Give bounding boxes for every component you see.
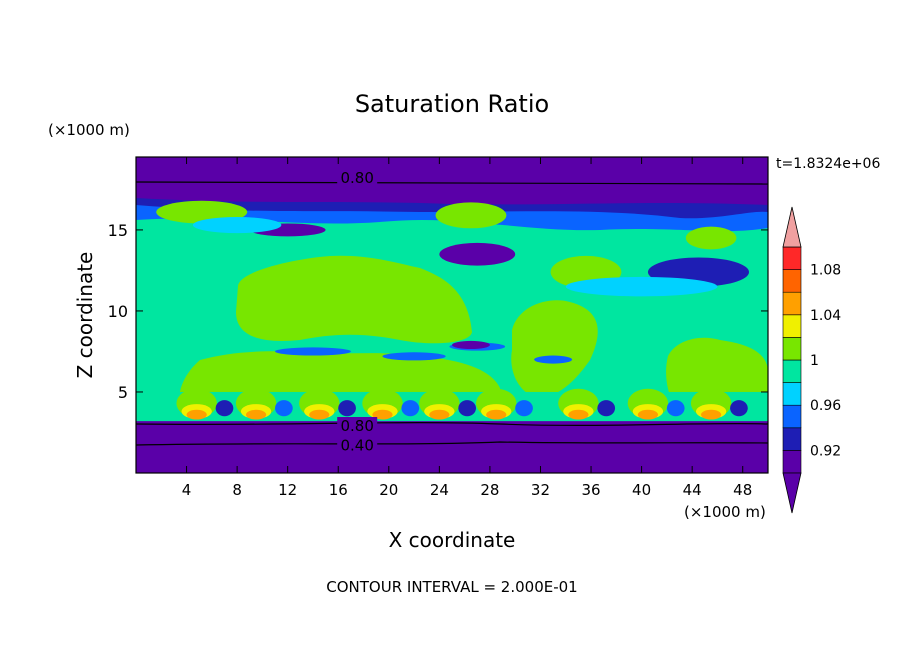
large-cloud-region	[236, 255, 472, 344]
colorbar-segment	[782, 382, 802, 406]
colorbar-label: 0.96	[810, 398, 841, 414]
y-units-label: (×1000 m)	[48, 121, 130, 139]
cloud-base-core	[186, 409, 207, 420]
moist-streak	[275, 347, 351, 356]
dry-filament	[338, 400, 356, 417]
cloud-region	[666, 337, 768, 408]
cloud-base-core	[568, 409, 589, 420]
moist-streak	[382, 352, 446, 361]
dry-filament	[597, 400, 616, 417]
y-tick-label: 10	[108, 302, 128, 321]
upper-cloud-patch	[435, 202, 507, 229]
dry-filament	[215, 400, 234, 417]
x-tick-label: 36	[581, 481, 600, 499]
dry-pocket	[439, 242, 516, 266]
colorbar-segment	[782, 246, 802, 270]
chart-title: Saturation Ratio	[355, 90, 549, 118]
contour-labels: 0.800.800.40	[337, 169, 378, 454]
colorbar-segment	[782, 269, 802, 293]
contour-label: 0.40	[340, 436, 373, 454]
time-label: t=1.8324e+06	[776, 156, 880, 172]
contour-label-bg	[337, 417, 378, 434]
contour-label: 0.80	[340, 417, 373, 435]
colorbar: 0.92 0.96 1 1.04 1.08	[782, 206, 841, 514]
cloud-base-core	[486, 409, 507, 420]
x-tick-label: 32	[531, 481, 550, 499]
dry-filament	[666, 400, 685, 417]
upper-cloud-patch	[685, 226, 737, 250]
dry-pocket	[452, 340, 490, 350]
colorbar-under-triangle	[782, 472, 802, 514]
cloud-region	[511, 300, 598, 398]
x-tick-label: 8	[232, 481, 242, 499]
contour-line-0-80-lower	[136, 421, 768, 426]
dry-filament	[401, 400, 420, 417]
colorbar-segment	[782, 291, 802, 316]
colorbar-label: 1.04	[810, 308, 841, 324]
x-tick-label: 4	[182, 481, 192, 499]
moist-streak	[565, 276, 718, 297]
colorbar-segment	[782, 427, 802, 451]
dry-filament	[275, 400, 293, 417]
cloud-base-core	[637, 409, 659, 420]
colorbar-label: 1.08	[810, 263, 841, 279]
dry-filament	[515, 400, 533, 417]
y-axis-label: Z coordinate	[73, 252, 97, 379]
x-tick-label: 16	[329, 481, 348, 499]
x-tick-label: 28	[480, 481, 499, 499]
x-axis-label: X coordinate	[389, 528, 516, 552]
contour-interval-footer: CONTOUR INTERVAL = 2.000E-01	[326, 578, 577, 596]
y-ticks: 5 10 15	[108, 221, 768, 402]
cloud-base-core	[429, 409, 450, 420]
colorbar-segment	[782, 404, 802, 429]
cloud-base-core	[372, 409, 393, 420]
x-tick-label: 40	[632, 481, 651, 499]
moist-streak	[192, 216, 282, 234]
x-tick-label: 44	[683, 481, 702, 499]
colorbar-segment	[782, 337, 802, 361]
contour-line-0-80-upper	[136, 181, 768, 185]
cloud-base-core	[701, 409, 722, 420]
x-units-label: (×1000 m)	[684, 503, 766, 521]
top-dry-layer	[136, 157, 768, 205]
plot-frame	[135, 156, 769, 474]
x-tick-label: 12	[278, 481, 297, 499]
dry-filament	[730, 400, 748, 417]
saturation-field	[136, 157, 768, 473]
cloud-base-core	[245, 409, 267, 420]
contour-label: 0.80	[340, 169, 373, 187]
moist-streak	[534, 355, 573, 364]
x-tick-label: 20	[379, 481, 398, 499]
colorbar-segment	[782, 359, 802, 383]
colorbar-over-triangle	[782, 206, 802, 248]
contour-label-bg	[337, 169, 378, 186]
x-tick-label: 48	[733, 481, 752, 499]
y-tick-label: 5	[118, 383, 128, 402]
cloud-base-core	[309, 409, 330, 420]
contour-label-bg	[337, 436, 378, 453]
surface-dry-layer	[136, 421, 768, 473]
colorbar-label: 0.92	[810, 443, 841, 459]
x-tick-label: 24	[430, 481, 449, 499]
contour-line-0-40	[136, 441, 768, 446]
y-tick-label: 15	[108, 221, 128, 240]
colorbar-label: 1	[810, 353, 819, 369]
colorbar-segment	[782, 450, 802, 474]
dry-filament	[458, 400, 477, 417]
colorbar-segment	[782, 314, 802, 338]
x-ticks: 4 8 12 16 20 24 28 32 36 40 44 48	[182, 157, 752, 499]
